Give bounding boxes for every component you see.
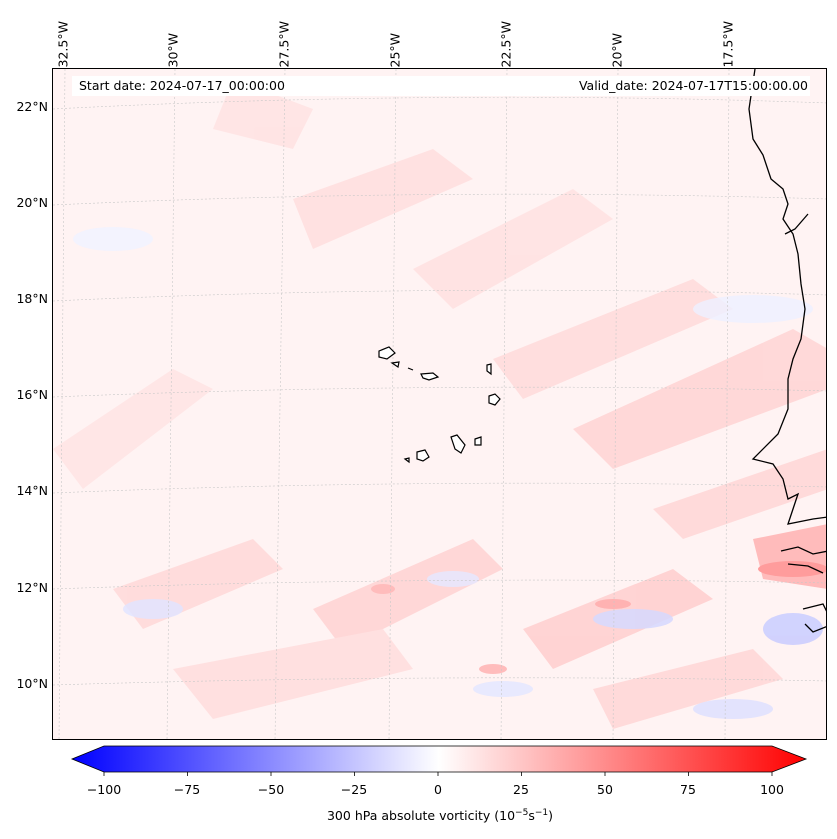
colorbar-tick-label: 25 [513,782,529,797]
colorbar-tick-label: −100 [86,782,122,797]
lat-label: 18°N [16,291,48,306]
lat-label: 12°N [16,580,48,595]
colorbar-tick-label: −25 [340,782,368,797]
strong-vorticity-spots [371,561,826,674]
header-bar [72,76,810,96]
positive-vorticity-bands [53,79,826,729]
lat-label: 22°N [16,99,48,114]
lat-label: 20°N [16,195,48,210]
colorbar-ticks [103,772,773,776]
negative-vorticity-patches [73,227,823,719]
lat-label: 10°N [16,676,48,691]
cape-verde-islands [378,346,501,464]
map-panel [52,68,827,740]
colorbar-tick-label: −50 [257,782,285,797]
colorbar-label: 300 hPa absolute vorticity (10−5s−1) [326,808,553,824]
coastline [748,69,826,633]
colorbar-tick-label: 100 [760,782,784,797]
lat-label: 14°N [16,483,48,498]
colorbar-bar [70,745,808,773]
valid-date-label: Valid_date: 2024-07-17T15:00:00.00 [578,78,808,93]
start-date-label: Start date: 2024-07-17_00:00:00 [79,78,285,93]
gridlines [53,69,826,739]
colorbar-tick-label: 50 [597,782,613,797]
colorbar-tick-label: −75 [173,782,201,797]
colorbar-tick-label: 75 [680,782,696,797]
colorbar-tick-label: 0 [434,782,442,797]
lat-label: 16°N [16,387,48,402]
vorticity-field [53,69,826,739]
